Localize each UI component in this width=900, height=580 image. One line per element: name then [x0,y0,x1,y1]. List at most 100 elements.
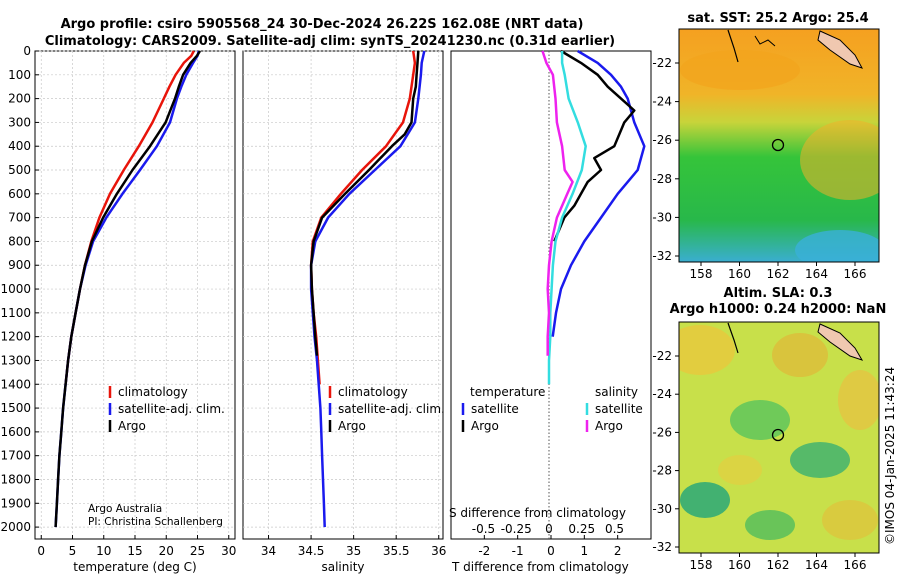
sst-frame [678,28,880,263]
x-tick-label: -1 [512,544,524,558]
y-tick-label: 1000 [0,282,31,296]
x-tick-label: 36 [431,544,446,558]
lat-tick-label: -22 [652,349,672,363]
lon-tick-label: 160 [728,267,751,281]
sla-blob [790,442,850,478]
sst-warm-patch-2 [800,120,879,200]
sla-blob [718,455,762,485]
sla-blob [745,510,795,540]
y-tick-label: 1900 [0,496,31,510]
x-tick-label: 10 [96,544,111,558]
lat-tick-label: -24 [652,387,672,401]
salinity-lines [309,50,426,528]
y-tick-label: 1400 [0,377,31,391]
salinity-ticks: 34 34.5 35 35.5 36 [261,535,446,558]
x-tick-label: 1 [581,544,589,558]
lat-tick-label: -26 [652,133,672,147]
y-tick-label: 1800 [0,472,31,486]
sla-frame [678,321,880,554]
lat-tick-label: -28 [652,172,672,186]
legend-s-argo: Argo [338,419,366,433]
series-line-s-satellite [547,51,587,385]
lon-tick-label: 160 [728,558,751,572]
title-line-2: Climatology: CARS2009. Satellite-adj cli… [45,34,615,49]
reef-contour [727,29,739,63]
sla-blob [679,325,735,375]
legend-salinity-header: salinity [595,385,638,399]
t-difference-xlabel: T difference from climatology [451,560,629,574]
sla-blob [680,482,730,518]
x-tick-label: -2 [478,544,490,558]
legend-t-argo: Argo [471,419,499,433]
lon-tick-label: 162 [767,267,790,281]
title-line-1: Argo profile: csiro 5905568_24 30-Dec-20… [61,17,584,32]
sst-map: sat. SST: 25.2 Argo: 25.4 -22 -24 -26 -28 -3… [652,11,880,281]
lat-tick-label: -26 [652,425,672,439]
temperature-grid [35,50,235,539]
lat-tick-label: -32 [652,540,672,554]
lon-tick-label: 158 [690,558,713,572]
lat-tick-label: -32 [652,249,672,263]
legend-argo: Argo [118,419,146,433]
y-tick-label: 1300 [0,353,31,367]
s-tick-label: 0.25 [568,522,595,536]
x-tick-label: 34 [261,544,276,558]
lat-tick-label: -22 [652,56,672,70]
y-tick-label: 900 [8,258,31,272]
x-tick-label: 5 [69,544,77,558]
x-tick-label: 15 [127,544,142,558]
difference-panel: -2 -1 0 1 2 -0.5 -0.25 0 0.25 0.5 T difference f… [449,49,652,574]
credit-line-1: Argo Australia [88,503,162,515]
credit-line-2: PI: Christina Schallenberg [88,516,223,528]
y-tick-label: 0 [23,44,31,58]
lon-tick-label: 166 [844,558,867,572]
s-tick-label: -0.5 [472,522,495,536]
sla-map: Altim. SLA: 0.3 Argo h1000: 0.24 h2000: … [652,286,886,572]
x-tick-label: 30 [221,544,236,558]
sst-lat-ticks: -22 -24 -26 -28 -30 -32 [652,56,679,263]
temperature-xlabel: temperature (deg C) [73,560,196,574]
y-tick-label: 200 [8,92,31,106]
lon-tick-label: 164 [805,267,828,281]
legend-climatology: climatology [118,385,188,399]
series-line-argo [54,50,202,528]
series-line-t-satellite [551,49,646,337]
legend-satellite: satellite-adj. clim. [118,402,225,416]
temperature-ticks: 0 5 10 15 20 25 30 [37,535,236,558]
s-tick-label: 0 [545,522,553,536]
watermark: ©IMOS 04-Jan-2025 11:43:24 [883,367,897,545]
sst-warm-patch [680,50,800,90]
temperature-panel: 0100200300400500600700800900100011001200… [0,44,236,574]
y-tick-label: 500 [8,163,31,177]
lon-tick-label: 158 [690,267,713,281]
sla-argo-marker [771,428,785,442]
depth-ticks: 0 100 200 300 400 500 600 700 800 900 1000 1100 1200… [0,44,39,534]
x-tick-label: 20 [159,544,174,558]
y-tick-label: 1500 [0,401,31,415]
x-tick-label: 25 [190,544,205,558]
x-tick-label: 34.5 [298,544,325,558]
salinity-panel: 34 34.5 35 35.5 36 salinity climatology sate… [242,50,446,574]
x-tick-label: 35 [346,544,361,558]
s-tick-label: 0.5 [605,522,624,536]
x-tick-label: 2 [614,544,622,558]
y-tick-label: 100 [8,68,31,82]
salinity-xlabel: salinity [321,560,364,574]
legend-s-argo-diff: Argo [595,419,623,433]
reef-contour-3 [727,322,739,354]
s-tick-label: -0.25 [501,522,532,536]
legend-t-satellite: satellite [471,402,519,416]
sla-lon-ticks: 158 160 162 164 166 [690,553,867,572]
y-tick-label: 1600 [0,425,31,439]
series-line-s-argo [541,50,574,356]
y-tick-label: 300 [8,115,31,129]
reef-contour-2 [754,35,776,47]
y-tick-label: 700 [8,211,31,225]
s-difference-ticks: -0.5 -0.25 0 0.25 0.5 [472,522,624,536]
y-tick-label: 400 [8,139,31,153]
lat-tick-label: -28 [652,464,672,478]
sst-lon-ticks: 158 160 162 164 166 [690,262,866,281]
sst-map-title: sat. SST: 25.2 Argo: 25.4 [687,11,868,26]
x-tick-label: 0 [547,544,555,558]
y-tick-label: 2000 [0,520,31,534]
